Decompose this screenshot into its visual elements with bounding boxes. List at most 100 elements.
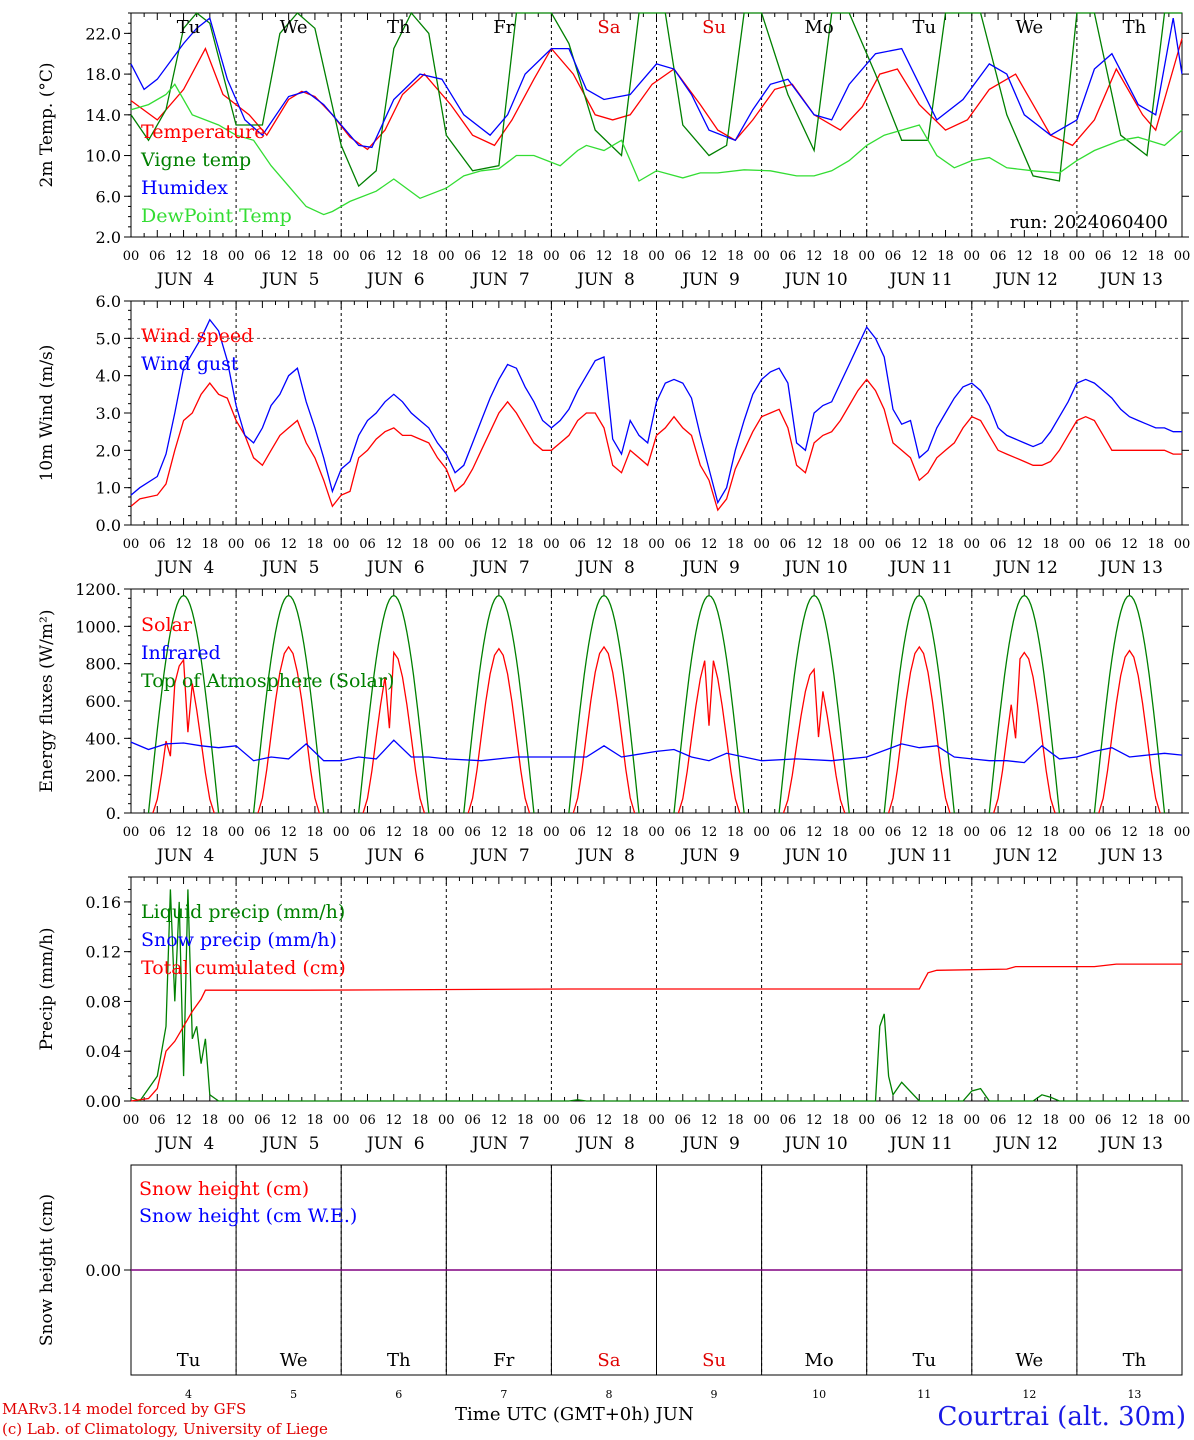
hour-label: 00 (333, 249, 350, 264)
series-line-1 (130, 38, 1183, 151)
hour-label: 00 (753, 537, 770, 552)
weekday-label: Tu (177, 17, 201, 38)
hour-label: 18 (202, 537, 219, 552)
hour-label: 12 (385, 1113, 402, 1128)
panel-2: 0.0 1.0 2.0 3.0 4.0 5.0 6.0 10m Wind (m/s) 00 06 1… (37, 292, 1190, 578)
hour-label: 12 (175, 825, 192, 840)
hour-label: 06 (990, 825, 1007, 840)
hour-label: 06 (675, 537, 692, 552)
hour-label: 12 (175, 249, 192, 264)
hour-label: 12 (1016, 1113, 1033, 1128)
legend-entry: Snow precip (mm/h) (141, 929, 337, 951)
hour-label: 18 (727, 537, 744, 552)
y-tick-label: 10.0 (85, 147, 121, 166)
hour-label: 12 (280, 1113, 297, 1128)
hour-label: 06 (569, 825, 586, 840)
weekday-label: We (280, 17, 308, 38)
hour-label: 06 (1095, 537, 1112, 552)
legend-entry: Snow height (cm) (139, 1178, 309, 1200)
date-label: JUN 9 (680, 1134, 740, 1154)
date-label: JUN 5 (260, 846, 320, 866)
date-label: JUN 6 (365, 270, 425, 290)
hour-label: 06 (254, 537, 271, 552)
series-line-2 (130, 318, 1182, 505)
weekday-label: We (1016, 1350, 1044, 1371)
hour-label: 00 (1069, 825, 1086, 840)
series-line-4 (130, 83, 1183, 216)
hour-label: 00 (753, 249, 770, 264)
y-tick-label: 200. (85, 767, 121, 786)
hour-label: 18 (307, 249, 324, 264)
date-label: JUN 7 (470, 1134, 530, 1154)
weekday-label: Th (1123, 1350, 1147, 1371)
date-label: JUN 6 (365, 846, 425, 866)
hour-label: 00 (123, 1113, 140, 1128)
series-line-1 (130, 378, 1182, 512)
weekday-label: Sa (597, 17, 620, 38)
hour-label: 00 (438, 537, 455, 552)
hour-label: 00 (543, 249, 560, 264)
hour-label: 18 (517, 1113, 534, 1128)
hour-label: 00 (1069, 537, 1086, 552)
solar-curve (572, 645, 636, 814)
hour-label: 06 (359, 249, 376, 264)
hour-label: 12 (175, 1113, 192, 1128)
y-axis-title: 10m Wind (m/s) (37, 345, 57, 482)
hour-label: 18 (1147, 1113, 1164, 1128)
hour-label: 06 (990, 249, 1007, 264)
hour-label: 18 (937, 1113, 954, 1128)
hour-label: 00 (753, 1113, 770, 1128)
date-label: JUN 12 (993, 558, 1058, 578)
y-tick-label: 0.04 (85, 1042, 121, 1061)
hour-label: 06 (254, 825, 271, 840)
hour-label: 18 (412, 249, 429, 264)
y-tick-label: 0.12 (85, 943, 121, 962)
hour-label: 00 (123, 537, 140, 552)
y-tick-label: 0.08 (85, 992, 121, 1011)
weekday-label: We (1016, 17, 1044, 38)
y-tick-label: 400. (85, 729, 121, 748)
hour-label: 06 (464, 825, 481, 840)
date-label: JUN 4 (155, 1134, 215, 1154)
hour-label: 00 (753, 825, 770, 840)
hour-label: 12 (806, 249, 823, 264)
hour-label: 00 (964, 1113, 981, 1128)
hour-label: 06 (149, 537, 166, 552)
hour-label: 00 (438, 1113, 455, 1128)
hour-label: 18 (937, 249, 954, 264)
hour-label: 00 (543, 1113, 560, 1128)
weekday-label: Su (702, 17, 726, 38)
hour-label: 18 (1042, 1113, 1059, 1128)
hour-label: 12 (806, 537, 823, 552)
hour-label: 06 (885, 1113, 902, 1128)
hour-label: 18 (1147, 249, 1164, 264)
date-label: JUN 12 (993, 270, 1058, 290)
hour-label: 18 (412, 1113, 429, 1128)
hour-label: 12 (596, 825, 613, 840)
weekday-label: Mo (805, 17, 834, 38)
hour-label: 00 (333, 537, 350, 552)
hour-label: 12 (701, 1113, 718, 1128)
y-tick-label: 4.0 (96, 367, 121, 386)
day-number-label: 12 (1022, 1388, 1036, 1400)
solar-curve (993, 651, 1056, 814)
date-label: JUN 6 (365, 1134, 425, 1154)
hour-label: 18 (1147, 537, 1164, 552)
hour-label: 12 (806, 1113, 823, 1128)
hour-label: 18 (832, 1113, 849, 1128)
legend-entry: Top of Atmosphere (Solar) (141, 670, 394, 692)
hour-label: 06 (885, 825, 902, 840)
hour-label: 18 (1042, 249, 1059, 264)
hour-label: 12 (491, 825, 508, 840)
hour-label: 12 (911, 537, 928, 552)
legend-entry: Solar (141, 614, 193, 636)
hour-label: 06 (990, 537, 1007, 552)
hour-label: 06 (780, 537, 797, 552)
toa-solar-curve (1093, 594, 1166, 814)
hour-label: 00 (1174, 825, 1191, 840)
day-number-label: 9 (711, 1388, 718, 1400)
solar-curve (1098, 649, 1161, 814)
hour-label: 12 (491, 1113, 508, 1128)
hour-label: 00 (648, 537, 665, 552)
hour-label: 00 (858, 1113, 875, 1128)
